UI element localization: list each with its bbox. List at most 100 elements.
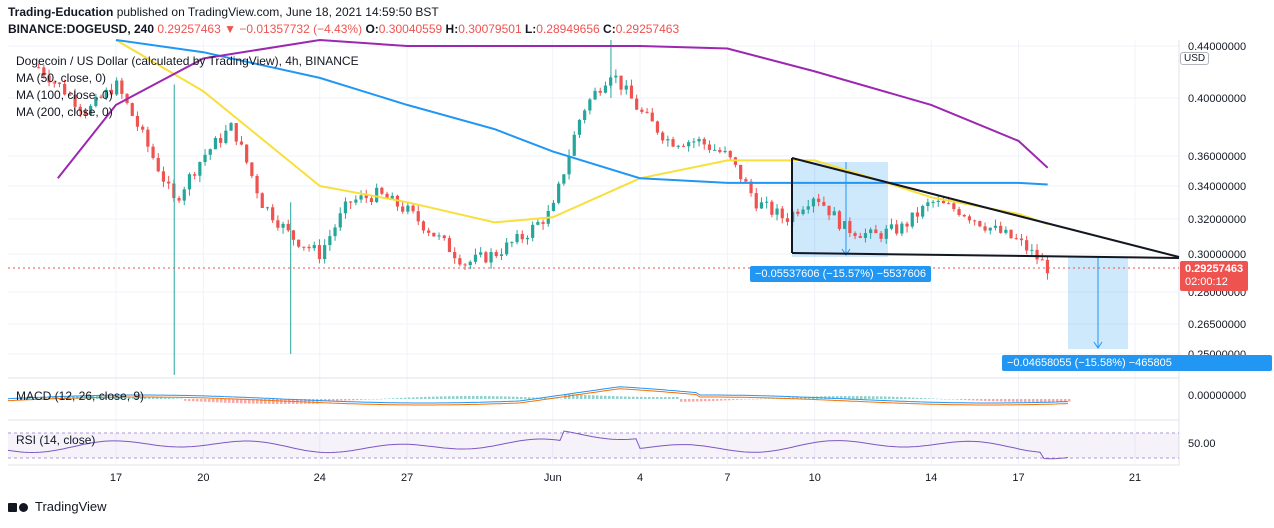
chart-grid: [8, 40, 1179, 465]
signal-line: [7, 388, 1069, 406]
open-label: O:: [365, 22, 379, 36]
candle: [453, 247, 457, 264]
legend-ma50[interactable]: MA (50, close, 0): [16, 71, 107, 85]
macd-bar: [996, 399, 999, 402]
candle: [655, 120, 660, 135]
time-tick-0: 17: [110, 472, 122, 484]
macd-bar: [988, 399, 991, 402]
macd-bar: [264, 399, 267, 404]
macd-bar: [504, 396, 507, 399]
candle: [577, 118, 582, 138]
candle: [983, 222, 987, 233]
macd-bar: [244, 399, 247, 404]
macd-bar: [328, 399, 331, 402]
triangle-pattern[interactable]: [791, 157, 1180, 259]
symbol-name: BINANCE:DOGEUSD, 240: [8, 22, 155, 36]
candle: [557, 181, 561, 205]
macd-bar: [940, 398, 943, 400]
macd-bar: [268, 399, 271, 404]
macd-bar: [124, 396, 127, 399]
macd-bar: [768, 398, 771, 399]
macd-bar: [708, 399, 711, 402]
candle: [281, 221, 285, 234]
candle: [936, 195, 940, 207]
candle: [739, 164, 743, 182]
macd-bar: [900, 397, 903, 399]
candle: [302, 246, 306, 251]
pane-separators: [8, 40, 1180, 466]
macd-bar: [772, 398, 775, 399]
macd-bar: [324, 399, 327, 402]
candle: [198, 161, 202, 182]
candle: [666, 135, 670, 147]
macd-bar: [224, 399, 227, 403]
candle: [624, 80, 628, 95]
time-tick-1: 20: [197, 472, 209, 484]
macd-bar: [340, 399, 343, 401]
candle: [515, 229, 519, 245]
candle: [369, 195, 374, 206]
macd-bar: [864, 396, 867, 399]
candle: [884, 224, 888, 244]
candle: [489, 248, 493, 269]
macd-bar: [308, 399, 311, 404]
macd-bar: [652, 396, 655, 399]
price-tick-2: 0.36000000: [1188, 151, 1246, 163]
macd-bar: [920, 397, 923, 399]
macd-bar: [860, 396, 863, 399]
candle: [265, 206, 270, 211]
candle: [869, 227, 873, 239]
macd-bar: [452, 396, 455, 399]
macd-bar: [188, 399, 191, 401]
macd-bar: [180, 398, 183, 400]
legend-ma200[interactable]: MA (200, close, 0): [16, 105, 113, 119]
legend-macd[interactable]: MACD (12, 26, close, 9): [16, 389, 145, 403]
tradingview-logo[interactable]: TradingView: [8, 499, 107, 514]
current-price-box: 0.29257463 02:00:12: [1180, 261, 1249, 291]
macd-bar: [544, 397, 547, 399]
macd-bar: [1068, 399, 1071, 402]
candle: [817, 193, 821, 207]
time-axis[interactable]: 17 20 24 27 Jun 4 7 10 14 17 21: [110, 472, 1141, 484]
candle: [931, 200, 935, 208]
currency-label: USD: [1180, 52, 1210, 65]
measure-label-2: −0.04658055 (−15.58%) −465805: [1002, 355, 1272, 371]
macd-bar: [364, 399, 367, 400]
macd-bar: [168, 397, 171, 399]
candle: [603, 81, 608, 94]
macd-bar: [572, 394, 575, 399]
macd-bar: [476, 396, 479, 399]
macd-bar: [200, 399, 203, 402]
macd-bar: [1040, 399, 1043, 402]
macd-bar: [276, 399, 279, 404]
macd-bar: [384, 398, 387, 400]
macd-bar: [956, 399, 959, 400]
candle: [338, 207, 342, 232]
close-value: 0.29257463: [615, 22, 680, 36]
legend-rsi[interactable]: RSI (14, close): [16, 433, 96, 447]
macd-bar: [488, 396, 491, 399]
macd-bar: [656, 396, 659, 399]
macd-bar: [228, 399, 231, 403]
measure-range-1[interactable]: [792, 162, 888, 257]
candle: [770, 199, 774, 218]
macd-bar: [796, 397, 799, 399]
macd-bar: [24, 397, 27, 399]
macd-bar: [528, 397, 531, 399]
publish-info: Trading-Education published on TradingVi…: [8, 5, 439, 19]
candle: [775, 204, 779, 221]
candle: [37, 63, 41, 69]
candle: [78, 103, 82, 118]
price-axis[interactable]: 0.44000000 0.40000000 0.36000000 0.34000000…: [1188, 41, 1246, 361]
measure-range-2[interactable]: [1068, 257, 1128, 349]
candle: [286, 219, 290, 233]
candle: [520, 230, 524, 243]
macd-bar: [684, 399, 687, 402]
macd-bar: [888, 396, 891, 399]
candle: [328, 229, 332, 251]
candle: [120, 77, 124, 99]
macd-bar: [516, 396, 519, 399]
legend-ma100[interactable]: MA (100, close, 0): [16, 88, 113, 102]
candle: [255, 174, 259, 199]
